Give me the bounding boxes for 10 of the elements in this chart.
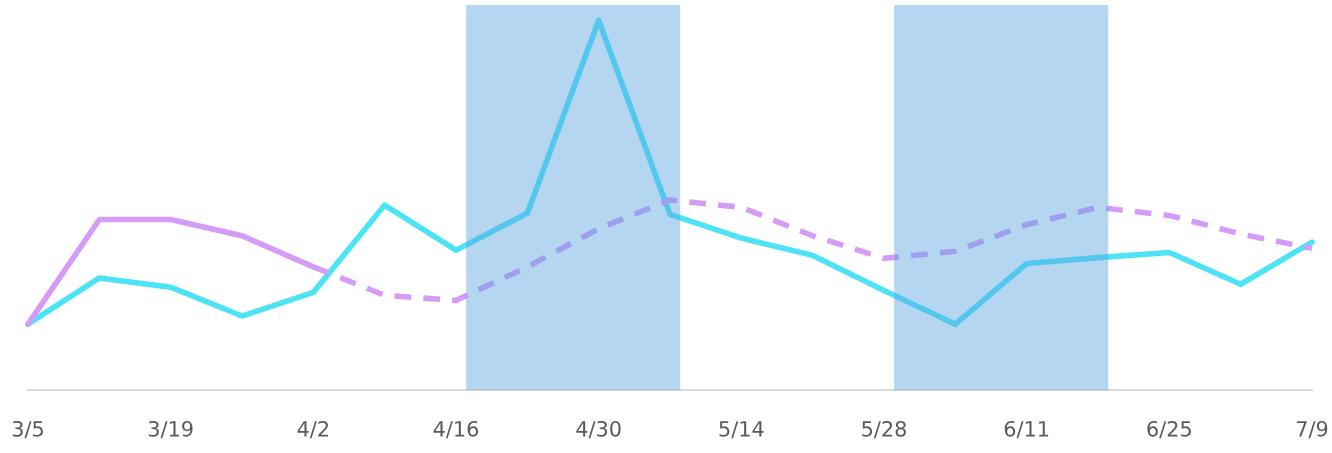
x-tick-label: 6/25 [1147, 420, 1191, 439]
x-tick-label: 4/30 [576, 420, 621, 439]
x-tick-label: 4/16 [433, 420, 479, 439]
x-tick-label: 3/19 [148, 420, 193, 439]
x-tick-label: 5/14 [719, 421, 764, 439]
x-tick-label: 6/11 [1004, 420, 1049, 439]
x-tick-label: 7/9 [1296, 420, 1328, 439]
x-tick-label: 4/2 [297, 420, 329, 439]
x-tick-label: 3/5 [12, 420, 43, 439]
x-tick-label: 5/28 [862, 420, 906, 439]
